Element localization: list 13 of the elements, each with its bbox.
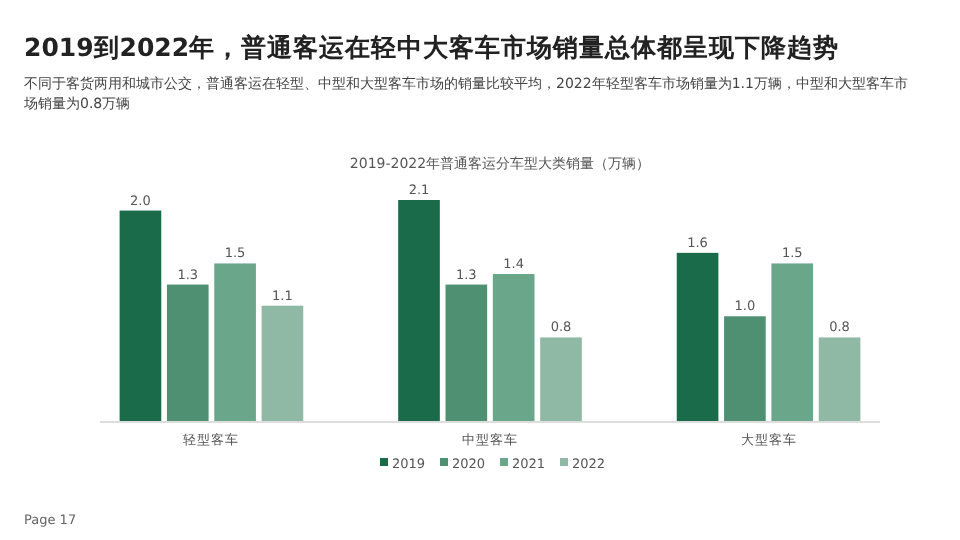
bar bbox=[166, 284, 209, 422]
bar bbox=[818, 337, 861, 422]
bar bbox=[724, 316, 766, 422]
bar bbox=[676, 252, 719, 422]
bar bbox=[119, 210, 162, 422]
chart-subtitle: 2019到2022年，普通客运在轻中大客车市场销量总体都呈现下降趋势 bbox=[24, 32, 840, 62]
bar bbox=[492, 274, 535, 422]
bar bbox=[445, 284, 488, 422]
bar bbox=[261, 305, 304, 422]
bar bbox=[540, 337, 582, 422]
bar bbox=[771, 263, 814, 422]
bar bbox=[398, 200, 440, 422]
bar bbox=[214, 263, 256, 422]
